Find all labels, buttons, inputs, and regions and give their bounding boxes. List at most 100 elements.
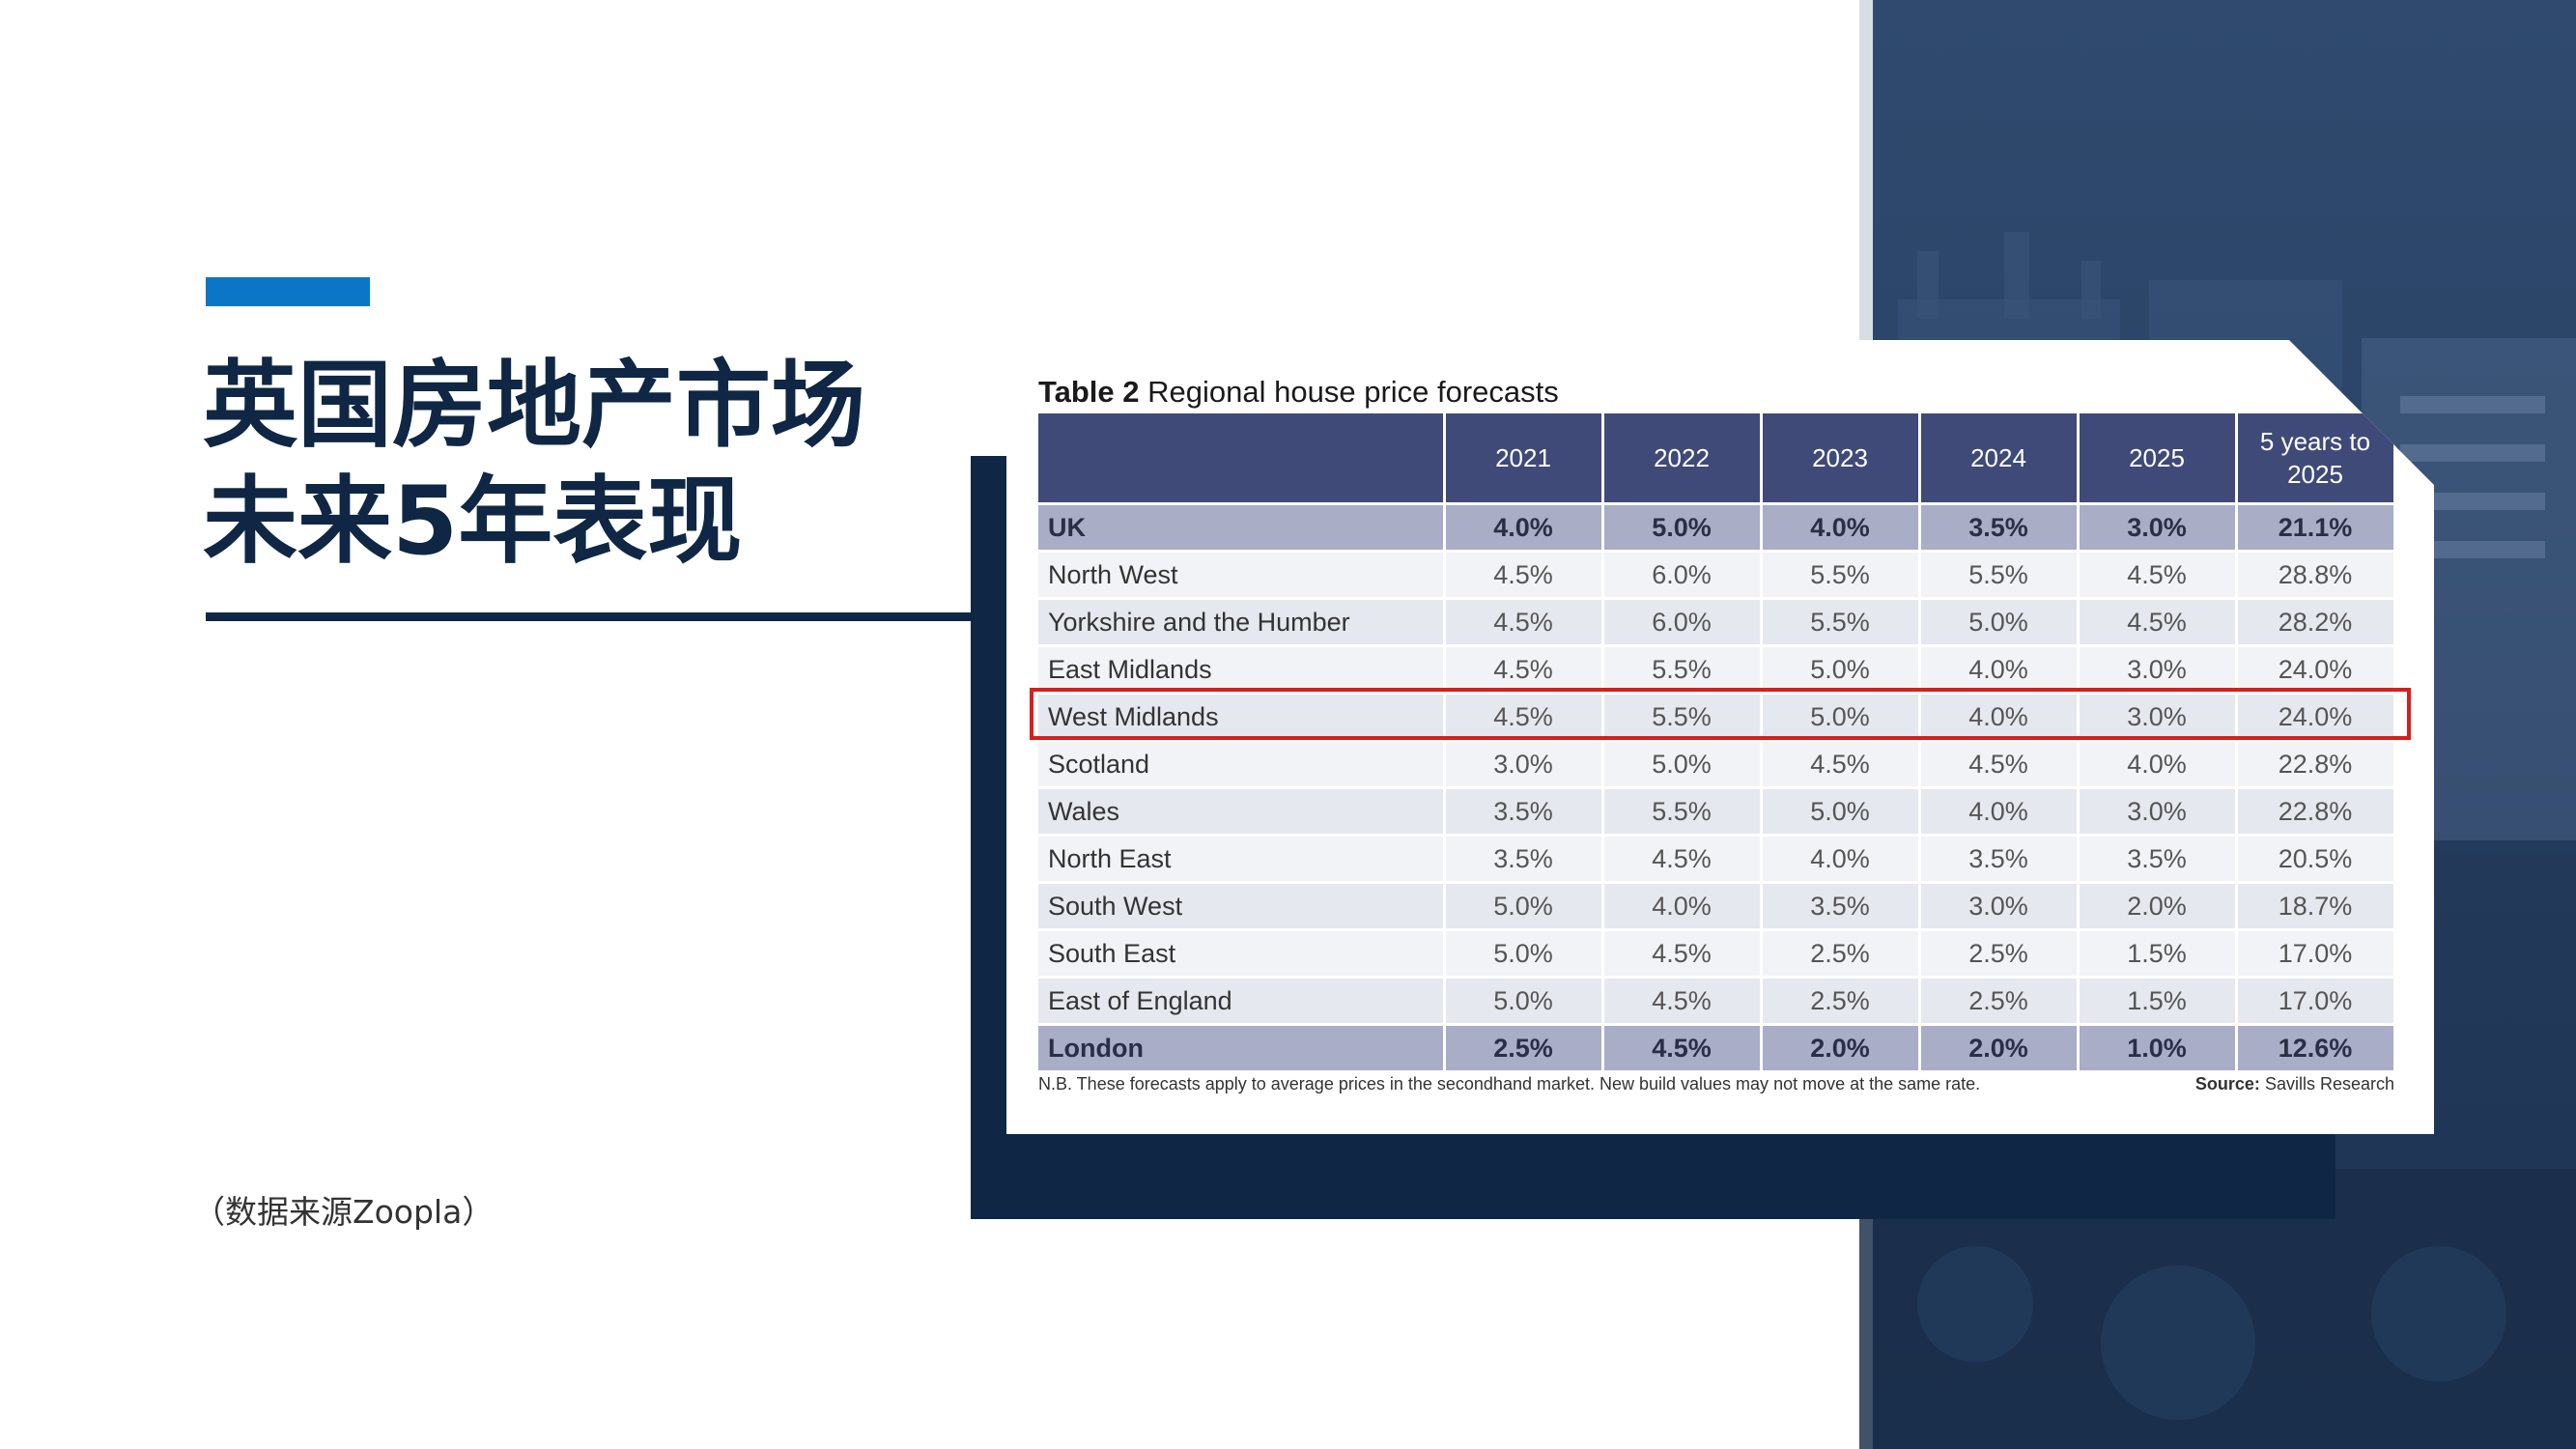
region-cell: North East [1038, 834, 1446, 883]
header-cell-region [1038, 413, 1446, 504]
value-cell: 3.5% [1761, 881, 1921, 930]
value-cell: 5.5% [1761, 550, 1921, 599]
value-cell: 4.5% [1761, 739, 1921, 788]
value-cell: 3.5% [2078, 834, 2238, 883]
value-cell: 2.5% [1919, 976, 2080, 1025]
value-cell: 4.5% [1444, 550, 1604, 599]
value-cell: 4.5% [2078, 597, 2238, 646]
value-cell: 4.5% [1602, 834, 1763, 883]
region-cell: North West [1038, 550, 1446, 599]
region-cell: South East [1038, 928, 1446, 978]
header-cell-2023: 2023 [1761, 413, 1921, 504]
value-cell: 4.5% [1444, 692, 1604, 741]
table-row: South East 5.0% 4.5% 2.5% 2.5% 1.5% 17.0… [1038, 928, 2396, 978]
slide-title-line1: 英国房地产市场 [203, 351, 866, 461]
value-cell: 21.1% [2236, 502, 2396, 552]
value-cell: 2.0% [1919, 1023, 2080, 1070]
value-cell: 1.5% [2078, 976, 2238, 1025]
value-cell: 17.0% [2236, 928, 2396, 978]
table-caption-text: Regional house price forecasts [1139, 375, 1559, 409]
value-cell: 5.0% [1444, 976, 1604, 1025]
value-cell: 4.0% [1444, 502, 1604, 552]
value-cell: 2.5% [1444, 1023, 1604, 1070]
value-cell: 4.0% [1919, 644, 2080, 694]
table-row: North West 4.5% 6.0% 5.5% 5.5% 4.5% 28.8… [1038, 550, 2396, 599]
table-row: Scotland 3.0% 5.0% 4.5% 4.5% 4.0% 22.8% [1038, 739, 2396, 788]
value-cell: 24.0% [2236, 692, 2396, 741]
table-row: UK 4.0% 5.0% 4.0% 3.5% 3.0% 21.1% [1038, 502, 2396, 552]
region-cell: Scotland [1038, 739, 1446, 788]
value-cell: 2.5% [1761, 976, 1921, 1025]
value-cell: 5.0% [1919, 597, 2080, 646]
value-cell: 6.0% [1602, 550, 1763, 599]
region-cell: West Midlands [1038, 692, 1446, 741]
value-cell: 2.0% [1761, 1023, 1921, 1070]
value-cell: 4.5% [1919, 739, 2080, 788]
value-cell: 5.0% [1761, 786, 1921, 836]
table-row-highlighted: West Midlands 4.5% 5.5% 5.0% 4.0% 3.0% 2… [1038, 692, 2396, 741]
source-credit: Source: Savills Research [2195, 1074, 2394, 1094]
value-cell: 3.0% [1444, 739, 1604, 788]
value-cell: 4.5% [1602, 928, 1763, 978]
value-cell: 2.5% [1761, 928, 1921, 978]
title-underline [206, 612, 978, 621]
region-cell: Wales [1038, 786, 1446, 836]
table-row: South West 5.0% 4.0% 3.5% 3.0% 2.0% 18.7… [1038, 881, 2396, 930]
table-caption-number: Table 2 [1038, 375, 1140, 409]
table-row: Wales 3.5% 5.5% 5.0% 4.0% 3.0% 22.8% [1038, 786, 2396, 836]
value-cell: 17.0% [2236, 976, 2396, 1025]
value-cell: 3.0% [1919, 881, 2080, 930]
table-row: East of England 5.0% 4.5% 2.5% 2.5% 1.5%… [1038, 976, 2396, 1025]
table-header-row: 2021 2022 2023 2024 2025 5 years to 2025 [1038, 413, 2396, 504]
slide-title: 英国房地产市场 未来5年表现 [203, 348, 995, 580]
value-cell: 5.0% [1602, 739, 1763, 788]
value-cell: 28.2% [2236, 597, 2396, 646]
value-cell: 5.0% [1761, 644, 1921, 694]
header-cell-5-years: 5 years to 2025 [2236, 413, 2396, 504]
value-cell: 24.0% [2236, 644, 2396, 694]
value-cell: 4.5% [2078, 550, 2238, 599]
region-cell: UK [1038, 502, 1446, 552]
value-cell: 2.5% [1919, 928, 2080, 978]
source-credit-label: Source: [2194, 1074, 2260, 1094]
value-cell: 2.0% [2078, 881, 2238, 930]
source-credit-value: Savills Research [2259, 1074, 2394, 1094]
value-cell: 4.5% [1602, 976, 1763, 1025]
slide-title-line2: 未来5年表现 [203, 467, 743, 577]
header-cell-2021: 2021 [1444, 413, 1604, 504]
value-cell: 5.0% [1761, 692, 1921, 741]
value-cell: 5.0% [1602, 502, 1763, 552]
value-cell: 4.0% [1919, 786, 2080, 836]
value-cell: 5.0% [1444, 928, 1604, 978]
west-midlands-highlight-box [1030, 688, 2411, 740]
value-cell: 1.5% [2078, 928, 2238, 978]
value-cell: 12.6% [2236, 1023, 2396, 1070]
regional-forecast-table: 2021 2022 2023 2024 2025 5 years to 2025… [1038, 413, 2396, 1070]
value-cell: 22.8% [2236, 739, 2396, 788]
table-row: East Midlands 4.5% 5.5% 5.0% 4.0% 3.0% 2… [1038, 644, 2396, 694]
header-cell-2025: 2025 [2078, 413, 2238, 504]
value-cell: 5.5% [1602, 692, 1763, 741]
table-row: London 2.5% 4.5% 2.0% 2.0% 1.0% 12.6% [1038, 1023, 2396, 1070]
accent-bar [206, 277, 370, 306]
table-caption: Table 2 Regional house price forecasts [1038, 375, 1559, 410]
value-cell: 4.0% [1602, 881, 1763, 930]
value-cell: 4.5% [1444, 644, 1604, 694]
value-cell: 6.0% [1602, 597, 1763, 646]
region-cell: East Midlands [1038, 644, 1446, 694]
value-cell: 4.5% [1602, 1023, 1763, 1070]
value-cell: 1.0% [2078, 1023, 2238, 1070]
value-cell: 4.0% [1761, 834, 1921, 883]
header-cell-2022: 2022 [1602, 413, 1763, 504]
value-cell: 28.8% [2236, 550, 2396, 599]
value-cell: 3.0% [2078, 644, 2238, 694]
value-cell: 3.5% [1919, 502, 2080, 552]
region-cell: South West [1038, 881, 1446, 930]
value-cell: 5.5% [1602, 644, 1763, 694]
value-cell: 5.5% [1919, 550, 2080, 599]
region-cell: East of England [1038, 976, 1446, 1025]
region-cell: London [1038, 1023, 1446, 1070]
value-cell: 3.0% [2078, 692, 2238, 741]
value-cell: 4.0% [1919, 692, 2080, 741]
value-cell: 3.5% [1919, 834, 2080, 883]
